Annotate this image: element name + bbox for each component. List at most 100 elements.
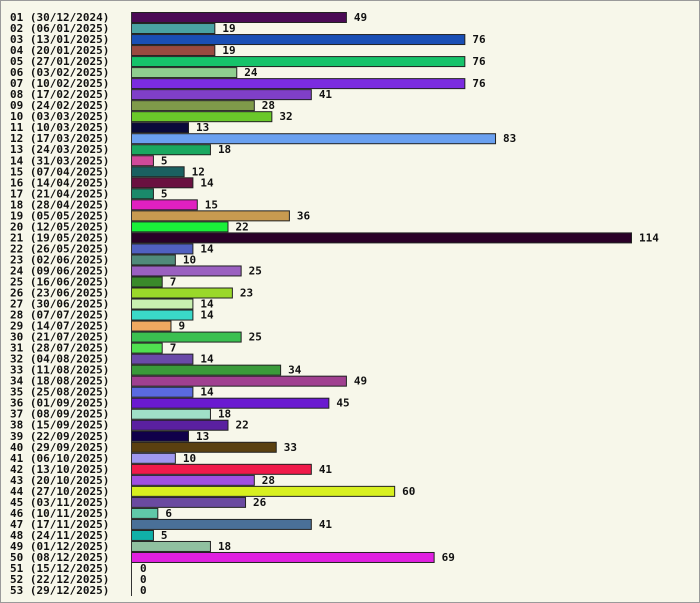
bar xyxy=(131,441,277,453)
bar xyxy=(131,463,312,475)
category-label: 10 (03/03/2025) xyxy=(10,110,109,123)
value-label: 19 xyxy=(222,44,235,57)
value-label: 12 xyxy=(192,165,205,178)
category-label: 25 (16/06/2025) xyxy=(10,275,109,288)
value-label: 25 xyxy=(249,264,262,277)
category-label: 32 (04/08/2025) xyxy=(10,353,109,366)
category-label: 49 (01/12/2025) xyxy=(10,540,109,553)
bar xyxy=(131,474,255,486)
category-label: 19 (05/05/2025) xyxy=(10,209,109,222)
value-label: 69 xyxy=(442,551,455,564)
value-label: 14 xyxy=(200,298,214,311)
value-label: 22 xyxy=(235,419,248,432)
category-label: 43 (20/10/2025) xyxy=(10,474,109,487)
value-label: 7 xyxy=(170,275,177,288)
value-label: 14 xyxy=(200,176,214,189)
value-label: 28 xyxy=(262,474,275,487)
value-label: 114 xyxy=(639,231,659,244)
bar xyxy=(131,177,194,189)
value-label: 25 xyxy=(249,331,262,344)
value-label: 5 xyxy=(161,154,168,167)
bar xyxy=(131,56,466,68)
value-label: 13 xyxy=(196,430,209,443)
category-label: 04 (20/01/2025) xyxy=(10,44,109,57)
category-label: 34 (18/08/2025) xyxy=(10,375,109,388)
value-label: 33 xyxy=(284,441,297,454)
value-label: 34 xyxy=(288,364,302,377)
value-label: 14 xyxy=(200,353,214,366)
value-label: 18 xyxy=(218,143,231,156)
value-label: 22 xyxy=(235,220,248,233)
value-label: 9 xyxy=(178,320,185,333)
value-label: 0 xyxy=(140,562,147,575)
category-label: 26 (23/06/2025) xyxy=(10,287,109,300)
category-label: 41 (06/10/2025) xyxy=(10,452,109,465)
value-label: 41 xyxy=(319,463,333,476)
bar xyxy=(131,452,176,464)
category-label: 29 (14/07/2025) xyxy=(10,320,109,333)
category-label: 03 (13/01/2025) xyxy=(10,33,109,46)
value-label: 49 xyxy=(354,375,367,388)
bar xyxy=(131,386,194,398)
bar xyxy=(131,540,211,552)
category-label: 44 (27/10/2025) xyxy=(10,485,109,498)
bar xyxy=(131,298,194,310)
bar xyxy=(131,243,194,255)
bar xyxy=(131,210,290,222)
category-label: 21 (19/05/2025) xyxy=(10,231,109,244)
bar xyxy=(131,496,247,508)
category-label: 47 (17/11/2025) xyxy=(10,518,109,531)
category-label: 24 (09/06/2025) xyxy=(10,264,109,277)
category-label: 20 (12/05/2025) xyxy=(10,220,109,233)
bar xyxy=(131,430,190,442)
value-label: 5 xyxy=(161,187,168,200)
bar xyxy=(131,133,497,145)
value-label: 7 xyxy=(170,342,177,355)
category-label: 46 (10/11/2025) xyxy=(10,507,109,520)
bar xyxy=(131,551,435,563)
value-label: 45 xyxy=(336,397,349,410)
category-label: 36 (01/09/2025) xyxy=(10,397,109,410)
category-label: 28 (07/07/2025) xyxy=(10,309,109,322)
value-label: 14 xyxy=(200,309,214,322)
bar xyxy=(131,144,211,156)
category-label: 27 (30/06/2025) xyxy=(10,298,109,311)
bar xyxy=(131,397,330,409)
bar xyxy=(131,111,273,123)
bar xyxy=(131,78,466,90)
value-label: 19 xyxy=(222,22,235,35)
value-label: 10 xyxy=(183,253,196,266)
bar xyxy=(131,254,176,266)
value-label: 76 xyxy=(472,55,486,68)
bar xyxy=(131,23,216,35)
category-label: 09 (24/02/2025) xyxy=(10,99,109,112)
category-label: 05 (27/01/2025) xyxy=(10,55,109,68)
bar xyxy=(131,122,190,134)
bar xyxy=(131,353,194,365)
category-label: 07 (10/02/2025) xyxy=(10,77,109,90)
category-label: 35 (25/08/2025) xyxy=(10,386,109,399)
bar xyxy=(131,529,154,541)
value-label: 15 xyxy=(205,198,218,211)
bar xyxy=(131,518,312,530)
value-label: 14 xyxy=(200,386,214,399)
category-label: 12 (17/03/2025) xyxy=(10,132,109,145)
bar xyxy=(131,12,347,23)
value-label: 24 xyxy=(244,66,258,79)
value-label: 76 xyxy=(472,33,486,46)
value-label: 0 xyxy=(140,573,147,586)
category-label: 45 (03/11/2025) xyxy=(10,496,109,509)
bar xyxy=(131,199,198,211)
bar xyxy=(131,155,154,167)
value-label: 60 xyxy=(402,485,415,498)
bar xyxy=(131,188,154,200)
category-label: 13 (24/03/2025) xyxy=(10,143,109,156)
value-label: 10 xyxy=(183,452,196,465)
category-label: 53 (29/12/2025) xyxy=(10,584,109,597)
chart-rows: 01 (30/12/2024) 49 02 (06/01/2025) 19 03 (13… xyxy=(10,11,659,597)
category-label: 23 (02/06/2025) xyxy=(10,253,109,266)
value-label: 28 xyxy=(262,99,275,112)
category-label: 39 (22/09/2025) xyxy=(10,430,109,443)
bar xyxy=(131,309,194,321)
